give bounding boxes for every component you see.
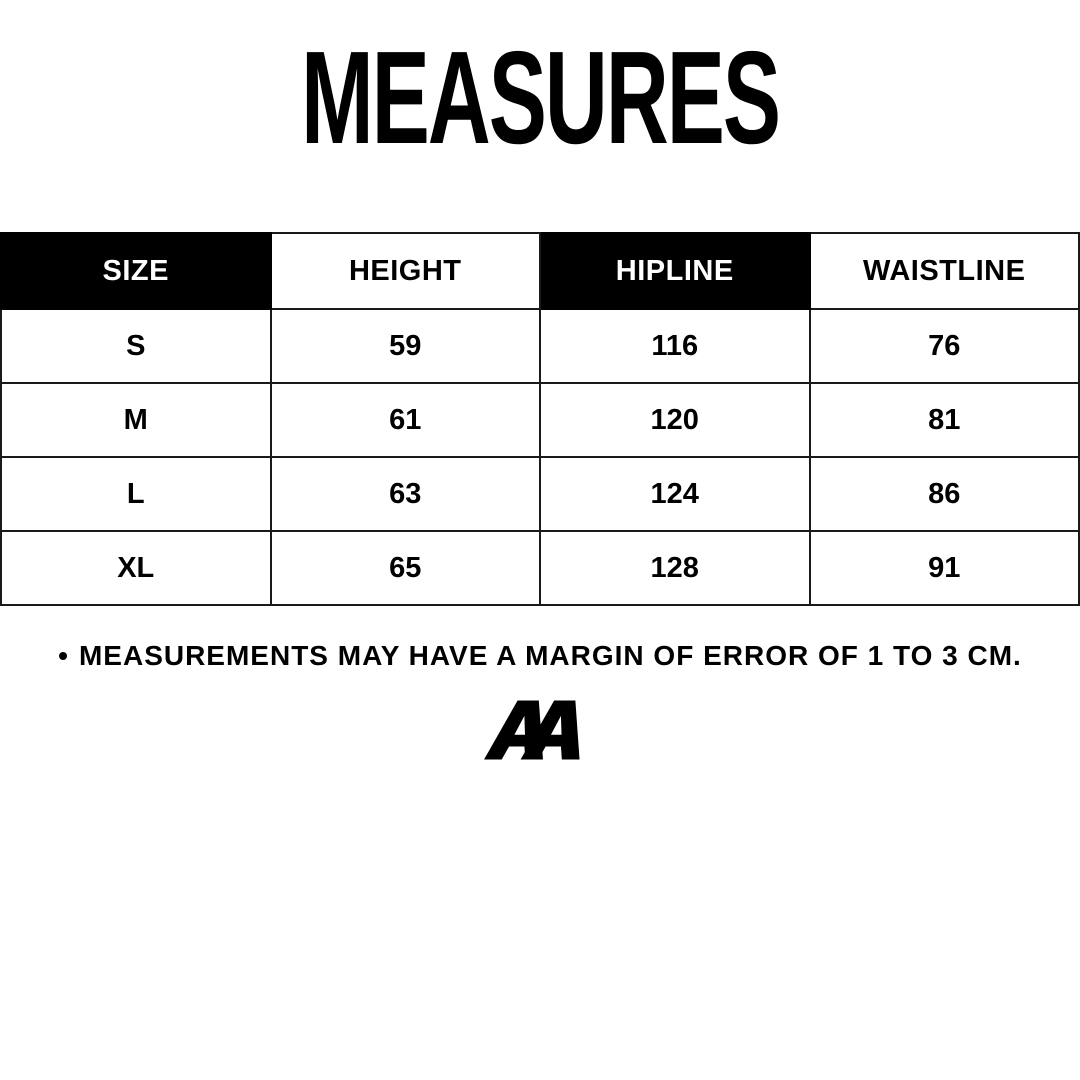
table-header-row: SIZE HEIGHT HIPLINE WAISTLINE xyxy=(0,232,1080,310)
cell-hipline: 120 xyxy=(539,382,811,458)
size-table: SIZE HEIGHT HIPLINE WAISTLINE S 59 116 7… xyxy=(0,232,1080,606)
page-title: MEASURES xyxy=(301,23,781,171)
cell-hipline: 128 xyxy=(539,530,811,606)
table-row-s: S 59 116 76 xyxy=(0,308,1080,384)
margin-of-error-note: • MEASUREMENTS MAY HAVE A MARGIN OF ERROR… xyxy=(0,640,1080,672)
cell-waistline: 81 xyxy=(808,382,1080,458)
column-header-size: SIZE xyxy=(0,232,272,310)
cell-waistline: 91 xyxy=(808,530,1080,606)
cell-size: XL xyxy=(0,530,272,606)
cell-waistline: 76 xyxy=(808,308,1080,384)
bullet-point: • xyxy=(58,640,69,671)
cell-size: S xyxy=(0,308,272,384)
brand-logo xyxy=(484,699,596,761)
aa-monogram-icon xyxy=(484,700,580,760)
column-header-waistline: WAISTLINE xyxy=(808,232,1080,310)
cell-height: 63 xyxy=(269,456,541,532)
cell-size: L xyxy=(0,456,272,532)
column-header-height: HEIGHT xyxy=(269,232,541,310)
table-row-xl: XL 65 128 91 xyxy=(0,530,1080,606)
title-wrap: MEASURES xyxy=(0,0,1080,195)
cell-hipline: 116 xyxy=(539,308,811,384)
cell-height: 59 xyxy=(269,308,541,384)
cell-height: 61 xyxy=(269,382,541,458)
column-header-hipline: HIPLINE xyxy=(539,232,811,310)
cell-size: M xyxy=(0,382,272,458)
table-row-m: M 61 120 81 xyxy=(0,382,1080,458)
cell-waistline: 86 xyxy=(808,456,1080,532)
cell-hipline: 124 xyxy=(539,456,811,532)
table-row-l: L 63 124 86 xyxy=(0,456,1080,532)
note-text: MEASUREMENTS MAY HAVE A MARGIN OF ERROR … xyxy=(78,640,1022,671)
cell-height: 65 xyxy=(269,530,541,606)
